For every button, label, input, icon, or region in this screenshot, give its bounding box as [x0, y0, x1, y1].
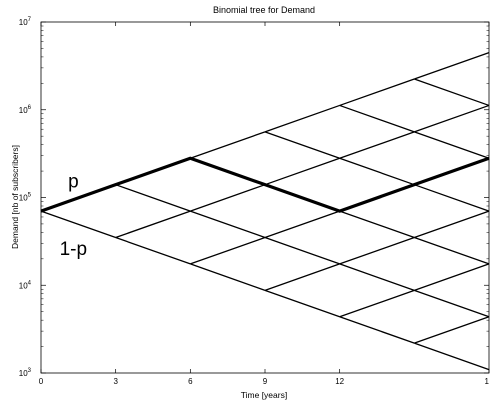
y-tick-label: 103: [19, 368, 32, 378]
tree-branch-down: [414, 184, 490, 212]
y-axis-label: Demand [nb of subscribers]: [10, 145, 20, 249]
tree-branch-up: [190, 131, 266, 159]
tree-branch-down: [339, 263, 415, 291]
tree-branch-up: [190, 184, 266, 212]
tree-branch-up: [414, 263, 490, 291]
tree-branch-up: [190, 236, 266, 265]
tree-branch-down: [339, 157, 415, 186]
x-tick-label: 0: [39, 377, 44, 386]
tree-branch-down: [414, 131, 490, 159]
tree-branch-down: [414, 342, 490, 371]
tree-branch-up: [264, 157, 340, 186]
tree-branch-down: [190, 210, 266, 239]
tree-branch-up: [264, 104, 340, 133]
tree-branch-down: [414, 236, 490, 265]
tree-branch-up: [339, 78, 415, 107]
tree-branch-up: [264, 263, 340, 291]
tree-branch-down: [115, 184, 191, 212]
y-axis-ticks: 103 104 105 106 107: [19, 17, 489, 378]
tree-branch-up: [115, 210, 191, 239]
tree-branch-down: [414, 289, 490, 318]
highlighted-path: [40, 156, 490, 213]
annotations: p 1-p: [60, 172, 87, 261]
tree-branch-down: [339, 210, 415, 239]
x-tick-label: 9: [263, 377, 268, 386]
x-tick-label: 12: [335, 377, 344, 386]
tree-branch-up: [414, 316, 490, 344]
tree-branch-up: [339, 236, 415, 265]
probability-annotation: 1-p: [60, 239, 87, 260]
tree-branch-up: [414, 104, 490, 133]
tree-branch-down: [264, 289, 340, 318]
tree-branch-up: [339, 289, 415, 318]
y-tick-label: 106: [19, 105, 32, 115]
y-tick-label: 107: [19, 17, 32, 27]
tree-branch-down: [414, 78, 490, 107]
tree-branch-down: [339, 316, 415, 344]
probability-annotation: p: [68, 172, 79, 193]
y-tick-label: 104: [19, 280, 32, 290]
x-axis-ticks: 0 3 6 9 12 1: [39, 22, 490, 386]
tree-branch-down: [115, 236, 191, 265]
tree-branch-down: [264, 236, 340, 265]
plot-frame: [40, 21, 490, 374]
tree-branch-down: [190, 263, 266, 291]
x-tick-label: 3: [113, 377, 118, 386]
tree-branch-up: [414, 51, 490, 80]
tree-branch-up: [414, 210, 490, 239]
x-tick-label: 6: [188, 377, 193, 386]
tree-branch-down: [40, 210, 116, 239]
y-tick-label: 105: [19, 193, 32, 203]
tree-branch-down: [339, 104, 415, 133]
tree-branch-up: [339, 131, 415, 159]
tree-branch-down: [264, 131, 340, 159]
highlighted-path-group: [40, 156, 490, 213]
x-tick-label: 1: [485, 377, 490, 386]
chart-title: Binomial tree for Demand: [213, 5, 315, 15]
x-axis-label: Time [years]: [241, 390, 287, 400]
tree-branch-up: [264, 210, 340, 239]
